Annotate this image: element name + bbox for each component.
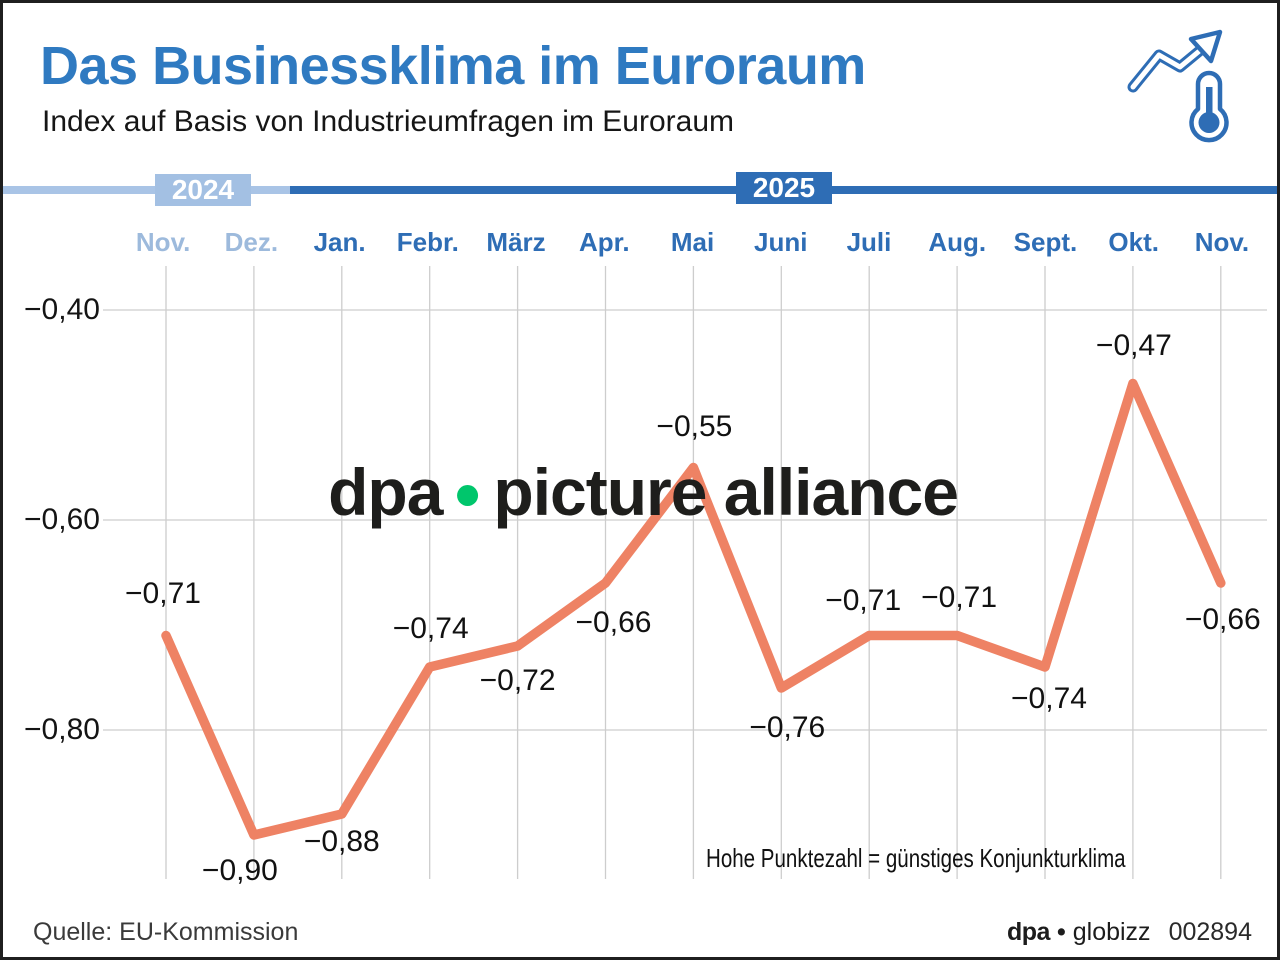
timeline-bar-2024 xyxy=(3,186,290,194)
month-label: Apr. xyxy=(579,227,630,257)
value-label: −0,66 xyxy=(1184,603,1261,636)
y-axis-tick-label: −0,40 xyxy=(24,293,100,326)
thermometer-bulb xyxy=(1198,112,1220,133)
y-axis-tick-label: −0,60 xyxy=(24,503,100,536)
watermark-dpa: dpa xyxy=(328,455,443,529)
data-line xyxy=(161,378,1226,840)
trend-arrow-thermometer-icon xyxy=(1127,29,1229,143)
month-label: Dez. xyxy=(224,227,279,257)
month-label: Okt. xyxy=(1108,227,1159,257)
value-label: −0,88 xyxy=(303,825,380,858)
watermark-picture-alliance: picture alliance xyxy=(493,455,959,529)
credit-brand-globizz: globizz xyxy=(1072,918,1151,946)
graphic-id: 002894 xyxy=(1168,918,1252,946)
agency-credit: dpa • globizz 002894 xyxy=(1007,918,1252,947)
month-label: Jan. xyxy=(313,227,366,257)
month-label: Sept. xyxy=(1013,227,1078,257)
value-label: −0,71 xyxy=(825,583,902,617)
month-label: Juli xyxy=(846,227,892,257)
year-badge-2024: 2024 xyxy=(155,174,251,206)
value-label: −0,72 xyxy=(479,664,556,697)
watermark: dpa picture alliance xyxy=(328,454,959,530)
page-subtitle: Index auf Basis von Industrieumfragen im… xyxy=(42,105,735,138)
value-label: −0,55 xyxy=(656,409,733,443)
value-label: −0,71 xyxy=(921,580,998,614)
thermometer-stem xyxy=(1206,87,1213,119)
credit-dot-icon: • xyxy=(1056,918,1066,946)
source-credit: Quelle: EU-Kommission xyxy=(33,918,299,946)
value-label: −0,66 xyxy=(575,606,652,639)
month-label: Aug. xyxy=(928,227,987,257)
month-label: März xyxy=(486,227,546,257)
chart-note: Hohe Punktezahl = günstiges Konjunkturkl… xyxy=(706,843,1126,873)
page-title: Das Businessklima im Euroraum xyxy=(40,36,866,96)
month-label: Nov. xyxy=(1194,227,1250,257)
month-label: Juni xyxy=(754,227,808,257)
month-axis: Nov. Dez. Jan. Febr. März Apr. Mai Juni Juli Aug.… xyxy=(119,225,1266,259)
value-label: −0,47 xyxy=(1095,328,1172,362)
value-label: −0,71 xyxy=(125,576,201,610)
value-label: −0,74 xyxy=(392,612,469,645)
month-label: Mai xyxy=(670,227,715,257)
month-label: Febr. xyxy=(396,227,459,257)
credit-brand-dpa: dpa xyxy=(1007,918,1050,946)
year-badge-2025: 2025 xyxy=(736,172,832,204)
watermark-green-dot-icon xyxy=(457,484,479,506)
y-axis-tick-label: −0,80 xyxy=(24,713,100,746)
line-chart xyxy=(103,266,1267,879)
month-label: Nov. xyxy=(135,227,191,257)
value-label: −0,76 xyxy=(749,711,826,744)
value-label: −0,90 xyxy=(201,854,278,887)
value-label: −0,74 xyxy=(1011,682,1087,715)
